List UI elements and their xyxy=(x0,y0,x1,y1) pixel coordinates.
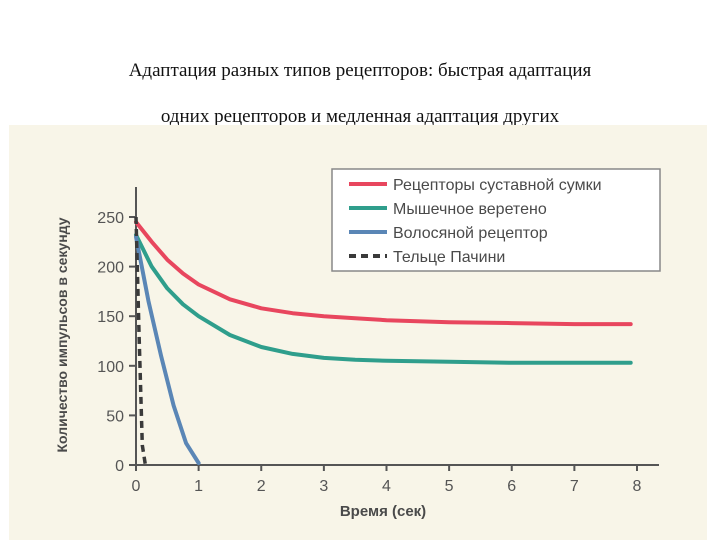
series-line-3 xyxy=(134,234,201,465)
y-tick-label: 100 xyxy=(97,359,124,376)
series-line-2 xyxy=(134,232,633,365)
y-tick-label: 150 xyxy=(97,309,124,326)
y-tick-label: 50 xyxy=(106,408,124,425)
x-tick-label: 6 xyxy=(507,478,516,495)
legend-label-1: Рецепторы суставной сумки xyxy=(393,177,602,194)
y-tick-label: 250 xyxy=(97,210,124,227)
axes: 0 50 100 150 200 250 0 1 2 3 4 5 6 7 8 Время (сек) Колич… xyxy=(54,187,659,520)
x-tick-label: 0 xyxy=(132,478,141,495)
slide-caption-line-2: одних рецепторов и медленная адаптация д… xyxy=(160,106,560,127)
legend-label-3: Волосяной рецептор xyxy=(393,225,548,242)
x-tick-label: 8 xyxy=(633,478,642,495)
x-tick-label: 5 xyxy=(445,478,454,495)
x-axis-title: Время (сек) xyxy=(340,503,426,520)
y-tick-label: 200 xyxy=(97,260,124,277)
x-tick-label: 2 xyxy=(257,478,266,495)
series-line-1 xyxy=(134,220,633,327)
x-tick-label: 7 xyxy=(570,478,579,495)
y-axis-title: Количество импульсов в секунду xyxy=(54,217,70,452)
chart-figure: 0 50 100 150 200 250 0 1 2 3 4 5 6 7 8 Время (сек) Колич… xyxy=(9,125,707,540)
legend-label-2: Мышечное веретено xyxy=(393,201,547,218)
legend-label-4: Тельце Пачини xyxy=(393,249,505,266)
series-line-4 xyxy=(134,216,148,466)
line-chart: 0 50 100 150 200 250 0 1 2 3 4 5 6 7 8 Время (сек) Колич… xyxy=(54,168,661,520)
legend: Рецепторы суставной сумки Мышечное верете… xyxy=(331,168,661,272)
series-lines xyxy=(134,216,633,466)
y-tick-label: 0 xyxy=(115,458,124,475)
slide-caption-line-1: Адаптация разных типов рецепторов: быстр… xyxy=(128,60,592,81)
x-tick-label: 4 xyxy=(382,478,391,495)
x-tick-label: 1 xyxy=(194,478,203,495)
x-tick-label: 3 xyxy=(319,478,328,495)
